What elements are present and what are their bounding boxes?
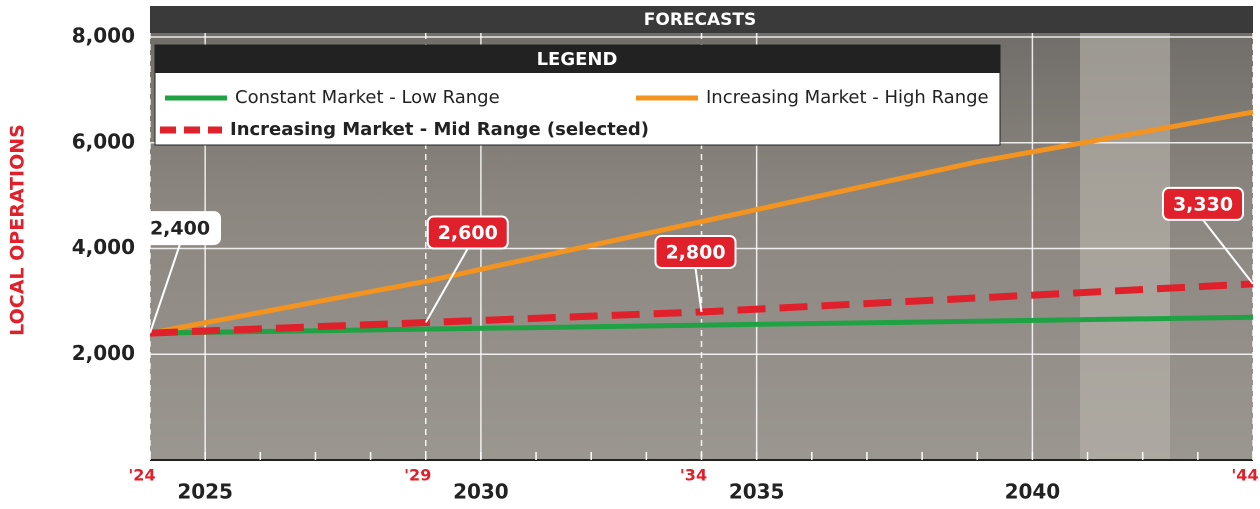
y-tick-label: 4,000 bbox=[72, 235, 135, 259]
short-x-tick-label: '44 bbox=[1231, 466, 1258, 485]
x-tick-label: 2030 bbox=[453, 480, 509, 504]
legend-label: Constant Market - Low Range bbox=[235, 87, 500, 108]
short-x-tick-label: '29 bbox=[404, 466, 431, 485]
photo-column bbox=[1080, 6, 1170, 460]
data-label: 2,800 bbox=[665, 241, 725, 263]
legend-title: LEGEND bbox=[537, 49, 618, 70]
short-x-tick-label: '34 bbox=[680, 466, 707, 485]
short-x-tick-label: '24 bbox=[128, 466, 155, 485]
y-tick-label: 8,000 bbox=[72, 24, 135, 48]
x-tick-label: 2040 bbox=[1005, 480, 1061, 504]
data-label: 2,400 bbox=[150, 218, 210, 240]
chart: FORECASTS LOCAL OPERATIONS LEGEND Consta… bbox=[0, 0, 1260, 505]
y-tick-label: 2,000 bbox=[72, 341, 135, 365]
y-axis-title: LOCAL OPERATIONS bbox=[7, 124, 29, 336]
legend-label: Increasing Market - High Range bbox=[706, 87, 989, 108]
header: FORECASTS bbox=[644, 10, 756, 30]
data-label: 2,600 bbox=[438, 222, 498, 244]
y-tick-label: 6,000 bbox=[72, 129, 135, 153]
x-tick-label: 2025 bbox=[177, 480, 233, 504]
x-tick-label: 2035 bbox=[729, 480, 785, 504]
data-label: 3,330 bbox=[1173, 193, 1233, 215]
legend-label: Increasing Market - Mid Range (selected) bbox=[230, 119, 649, 140]
legend: LEGEND Constant Market - Low Range Increa… bbox=[155, 45, 1000, 145]
